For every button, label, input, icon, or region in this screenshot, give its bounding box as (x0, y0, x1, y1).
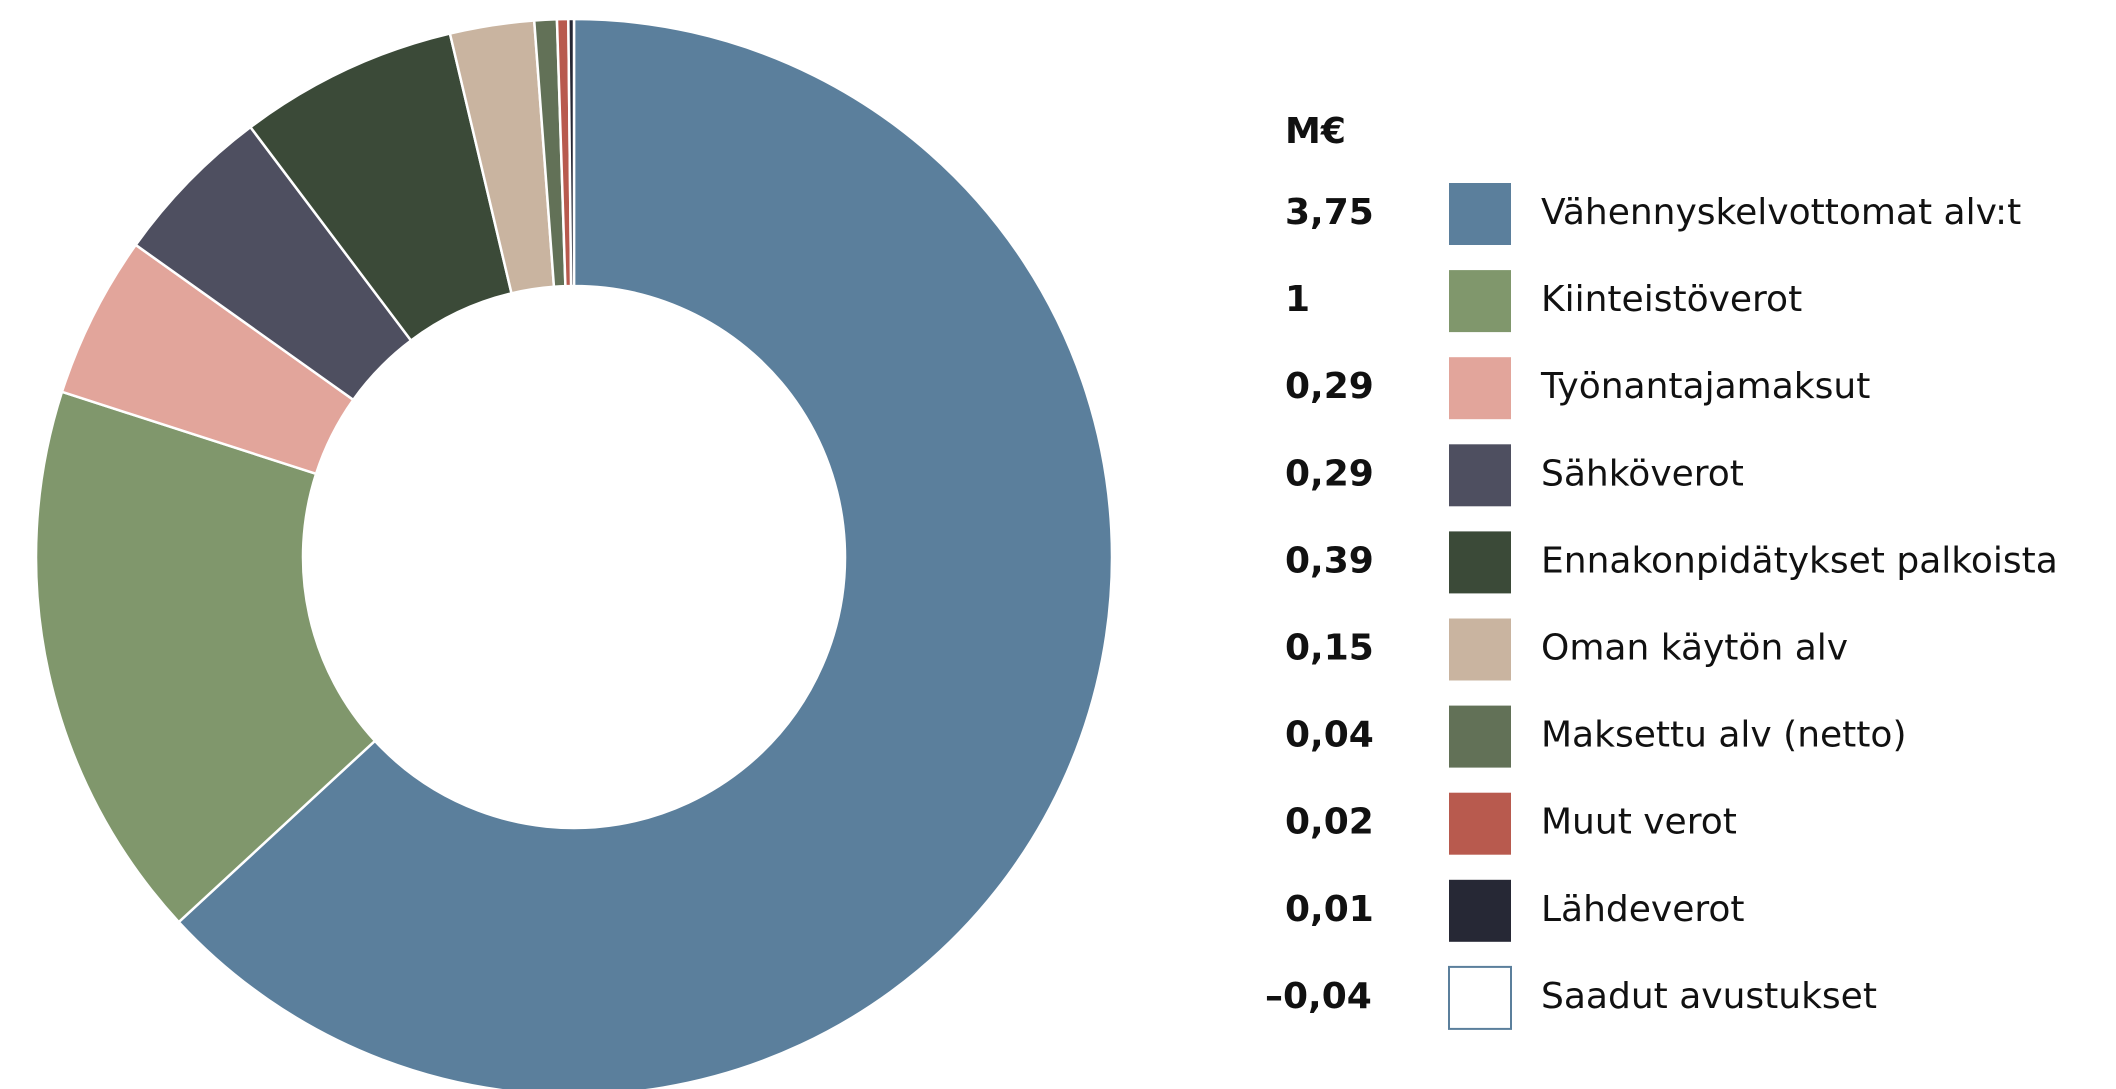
legend-swatch (1449, 792, 1511, 855)
legend-label: Ennakonpidätykset palkoista (1541, 540, 2058, 581)
legend-label: Saadut avustukset (1541, 976, 1877, 1017)
legend-value: 0,39 (1285, 540, 1374, 581)
legend-value: 0,02 (1285, 802, 1374, 843)
donut-slice (567, 17, 576, 288)
legend-value: 3,75 (1285, 192, 1374, 233)
legend-swatch (1449, 618, 1511, 681)
legend-value: 0,29 (1285, 366, 1374, 407)
legend-label: Kiinteistöverot (1541, 279, 1802, 320)
legend-swatch (1449, 705, 1511, 768)
legend-swatch (1449, 357, 1511, 420)
legend-label: Oman käytön alv (1541, 628, 1848, 669)
legend-value: 1 (1285, 279, 1310, 320)
legend-label: Muut verot (1541, 802, 1737, 843)
legend-label: Työnantajamaksut (1540, 366, 1870, 407)
legend-value: 0,29 (1285, 453, 1374, 494)
legend-swatch (1448, 965, 1512, 1030)
legend-label: Maksettu alv (netto) (1541, 715, 1906, 756)
legend-swatch (1449, 879, 1511, 942)
legend-swatch (1449, 270, 1511, 333)
legend-label: Sähköverot (1541, 453, 1744, 494)
legend-label: Vähennyskelvottomat alv:t (1541, 192, 2021, 233)
donut-slice (177, 17, 1114, 1089)
legend-value: –0,04 (1265, 976, 1372, 1017)
legend-swatch (1449, 183, 1511, 245)
legend-label: Lähdeverot (1541, 889, 1745, 930)
legend-swatch (1449, 531, 1511, 594)
legend-value: 0,01 (1285, 889, 1374, 930)
donut-slice (34, 390, 377, 924)
legend-value: 0,04 (1285, 715, 1374, 756)
legend-value: 0,15 (1285, 628, 1374, 669)
legend-title: M€ (1285, 111, 1346, 152)
legend-swatch (1449, 444, 1511, 507)
